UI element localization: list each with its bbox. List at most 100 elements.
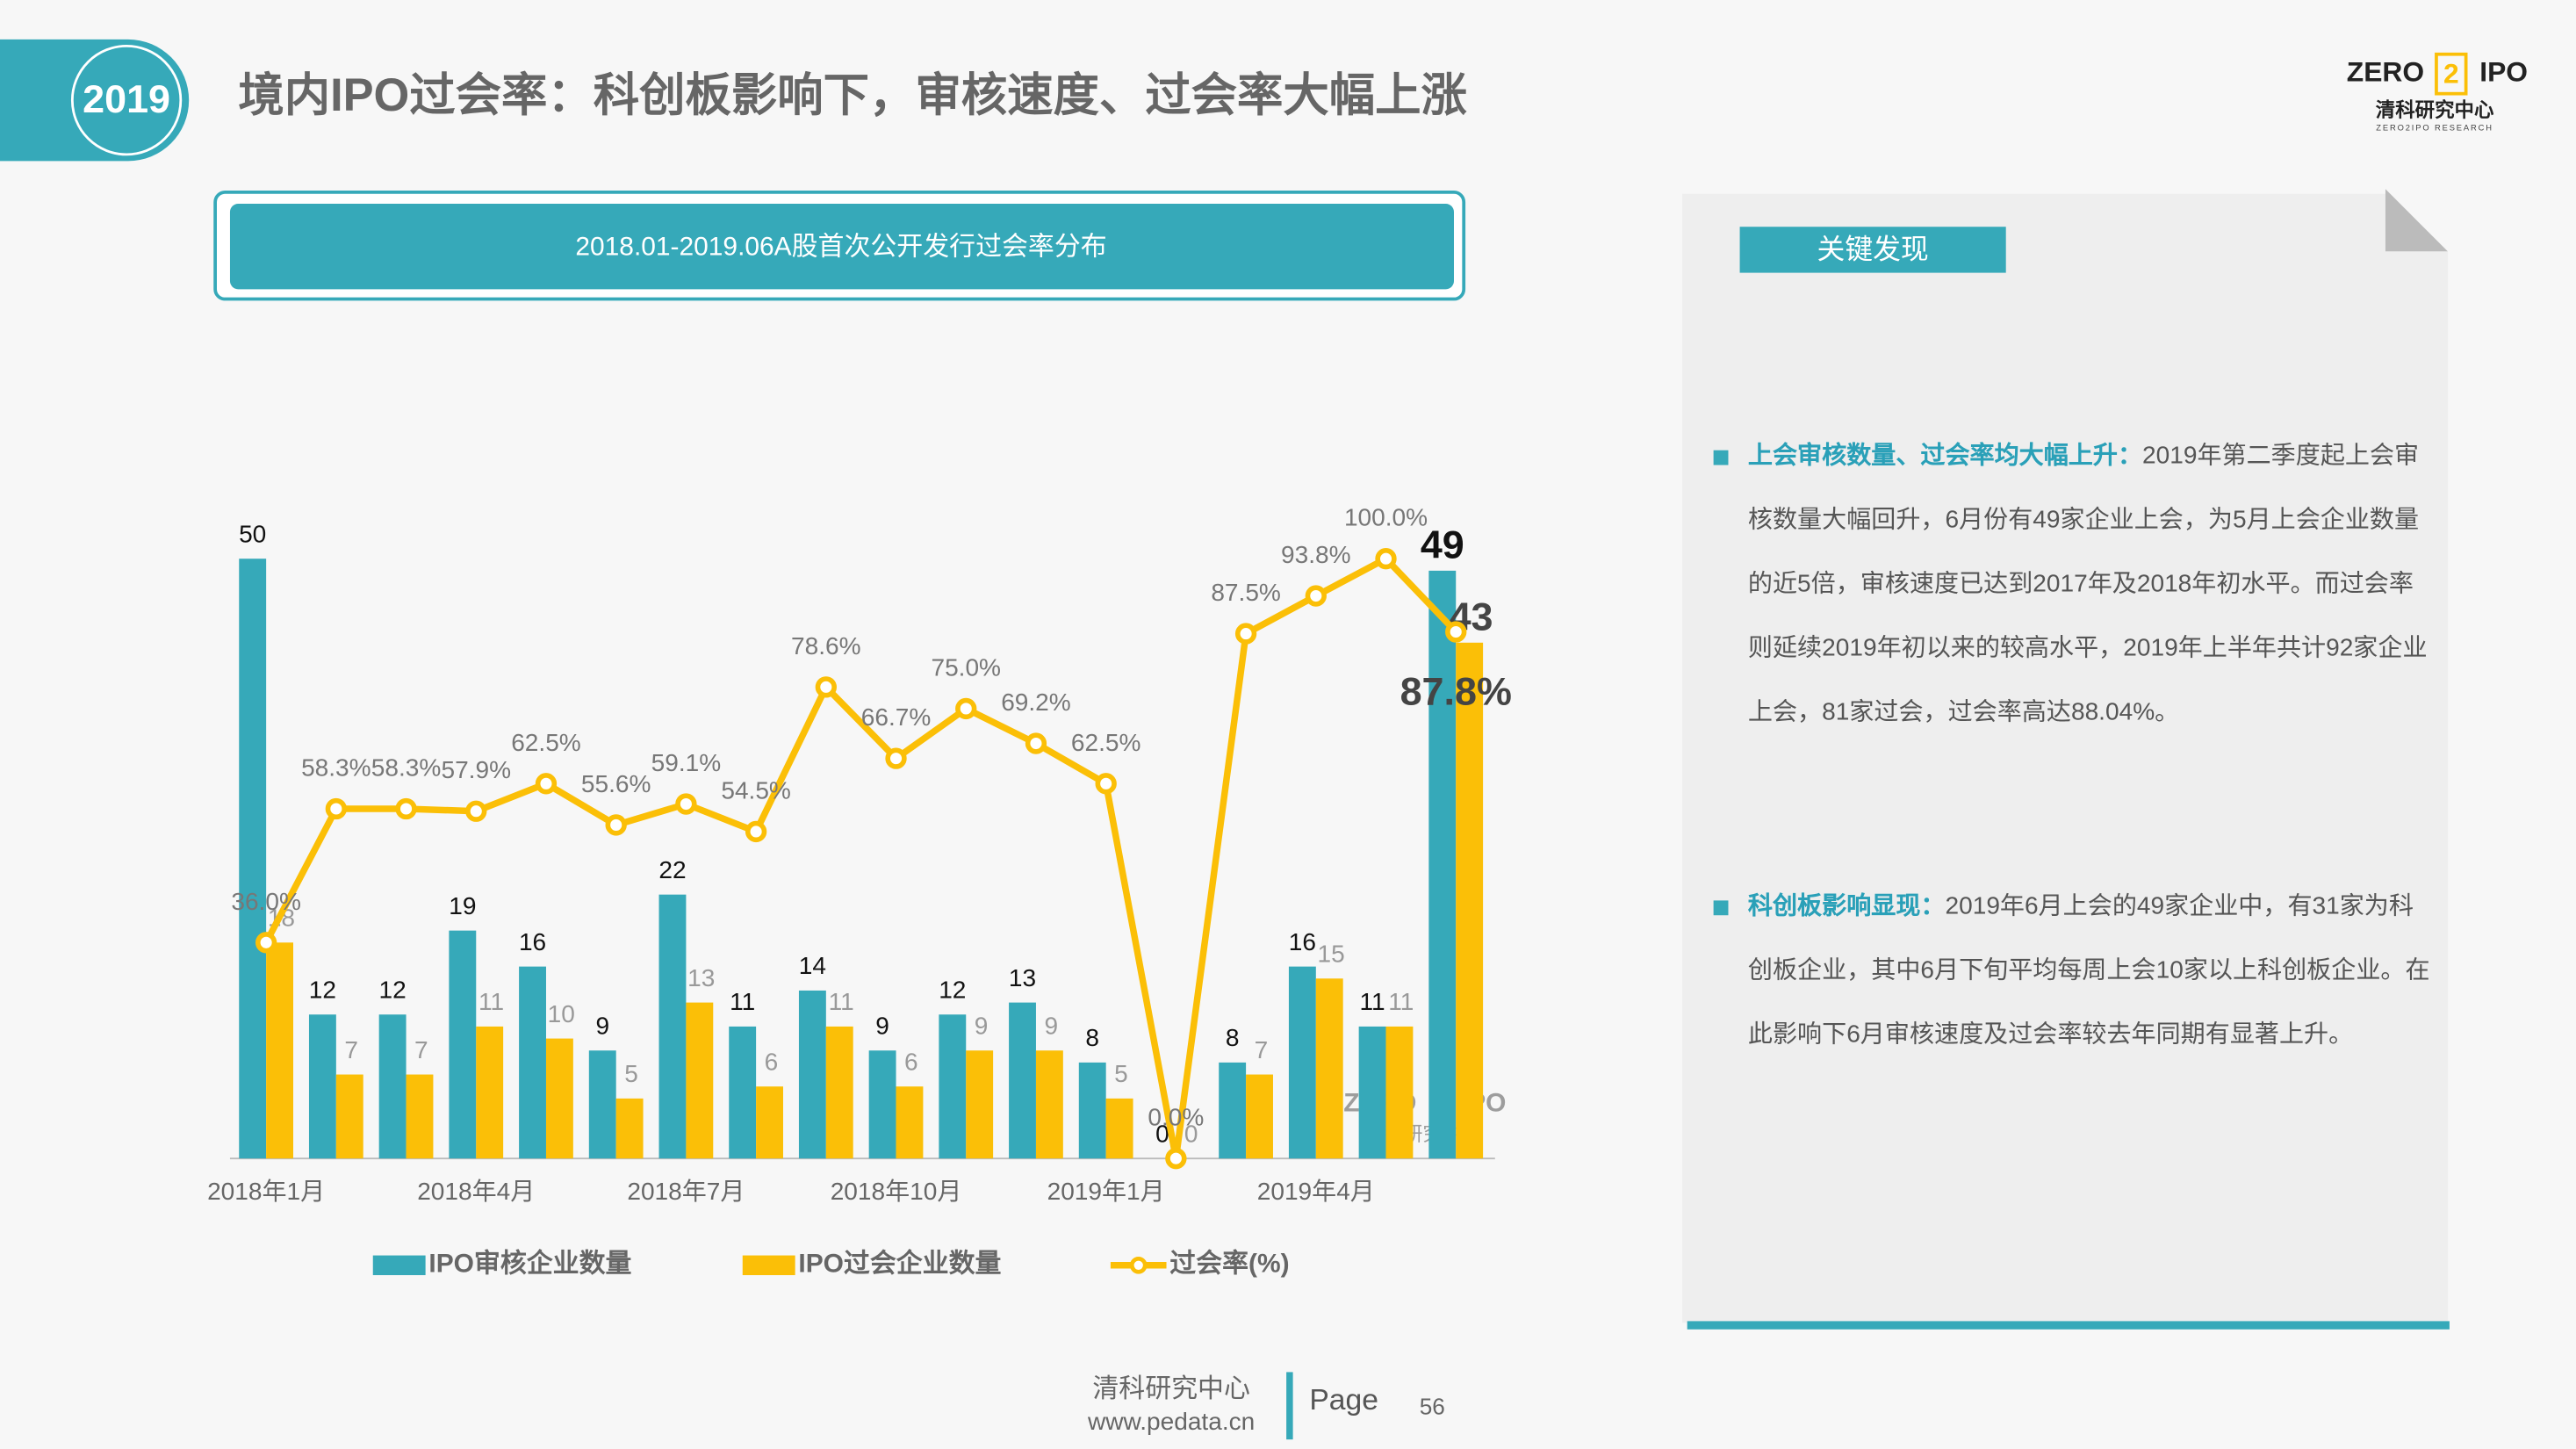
finding-lead: 科创板影响显现： — [1747, 892, 1946, 920]
rate-label: 93.8% — [1281, 541, 1351, 568]
bar — [825, 1026, 853, 1159]
legend-label: 过会率(%) — [1169, 1250, 1289, 1279]
rate-label: 100.0% — [1344, 504, 1428, 531]
logo-right: IPO — [2479, 56, 2528, 88]
rate-point — [1095, 773, 1117, 795]
bar — [1078, 1062, 1106, 1159]
rate-label: 55.6% — [581, 770, 651, 797]
rate-point — [815, 676, 837, 698]
rate-point — [605, 814, 627, 836]
bar-label: 11 — [1360, 988, 1385, 1015]
bar-label: 19 — [449, 892, 476, 919]
footer-page-label: Page — [1309, 1384, 1378, 1417]
bar-label: 7 — [414, 1036, 428, 1063]
rate-point — [675, 793, 697, 815]
logo-mid: 2 — [2443, 57, 2459, 89]
rate-point — [465, 800, 487, 822]
x-tick-label: 2019年4月 — [1257, 1178, 1375, 1205]
bar — [1385, 1026, 1414, 1159]
bar — [449, 930, 477, 1159]
logo-name: 清科研究中心 — [2376, 98, 2494, 121]
bar — [588, 1050, 616, 1159]
page-title: 境内IPO过会率：科创板影响下，审核速度、过会率大幅上涨 — [238, 70, 1467, 121]
bar-label: 11 — [730, 988, 755, 1015]
rate-label: 58.3% — [301, 753, 371, 781]
bar — [896, 1086, 924, 1159]
bar-label: 9 — [1044, 1012, 1058, 1039]
legend-swatch — [372, 1255, 426, 1276]
bar — [519, 966, 546, 1159]
bar — [1428, 570, 1457, 1159]
bar — [729, 1026, 757, 1159]
footer-page: 56 — [1420, 1394, 1445, 1420]
bar — [658, 894, 687, 1159]
bullet — [1713, 450, 1729, 465]
bar — [476, 1026, 504, 1159]
bar-label: 6 — [765, 1048, 779, 1075]
finding-lead: 上会审核数量、过会率均大幅上升： — [1747, 442, 2143, 471]
bar-label: 22 — [658, 856, 686, 883]
x-tick-label: 2018年7月 — [627, 1178, 745, 1205]
rate-label: 75.0% — [931, 653, 1001, 681]
bar — [545, 1038, 573, 1159]
logo-sub: ZERO2IPO RESEARCH — [2376, 123, 2493, 132]
bar-label: 5 — [624, 1060, 638, 1087]
bar-label: 15 — [1318, 940, 1345, 967]
bar — [1009, 1002, 1036, 1159]
footer-url: www.pedata.cn — [1087, 1408, 1255, 1435]
rate-label: 36.0% — [231, 888, 301, 915]
rate-label: 78.6% — [791, 632, 861, 660]
bar — [798, 990, 826, 1159]
bar-label: 0 — [1155, 1120, 1169, 1147]
rate-label: 54.5% — [721, 776, 791, 804]
bar — [1246, 1074, 1273, 1159]
legend-label: IPO审核企业数量 — [428, 1249, 631, 1279]
bar-label: 11 — [479, 988, 504, 1015]
logo-left: ZERO — [2347, 56, 2424, 88]
chart-title: 2018.01-2019.06A股首次公开发行过会率分布 — [575, 232, 1106, 261]
findings-title: 关键发现 — [1817, 234, 1929, 265]
bar-label: 10 — [548, 1000, 575, 1027]
finding-text: 2019年第二季度起上会审核数量大幅回升，6月份有49家企业上会，为5月上会企业… — [1747, 442, 2428, 727]
finding-text: 2019年6月上会的49家企业中，有31家为科创板企业，其中6月下旬平均每周上会… — [1747, 892, 2430, 1049]
rate-point — [955, 697, 977, 720]
bar-label: 8 — [1226, 1024, 1240, 1051]
bar-label: 8 — [1085, 1024, 1099, 1051]
bar — [406, 1074, 434, 1159]
rate-label: 87.8% — [1400, 668, 1512, 713]
bar-label: 49 — [1421, 523, 1464, 567]
badge-shape — [0, 39, 190, 162]
bar-label: 14 — [799, 952, 826, 979]
legend-label: IPO过会企业数量 — [798, 1249, 1001, 1279]
rate-point — [1234, 623, 1257, 645]
rate-label: 62.5% — [511, 729, 581, 756]
bar-label: 7 — [1255, 1036, 1269, 1063]
bar — [615, 1098, 644, 1159]
findings-title-box — [1739, 227, 2006, 273]
bar — [1105, 1098, 1133, 1159]
findings-panel — [1682, 193, 2449, 1323]
bar-label: 12 — [939, 976, 966, 1003]
rate-label: 69.2% — [1001, 688, 1071, 716]
bar — [966, 1050, 994, 1159]
bar-label: 13 — [687, 964, 715, 991]
bar-label: 11 — [1388, 988, 1414, 1015]
footer-org: 清科研究中心 — [1092, 1374, 1250, 1403]
rate-label: 87.5% — [1211, 579, 1281, 606]
chart-title-box — [229, 204, 1454, 290]
bar-label: 9 — [975, 1012, 989, 1039]
logo-box — [2435, 52, 2468, 96]
rate-point — [885, 747, 907, 769]
rate-point — [325, 797, 348, 820]
panel-underline — [1687, 1321, 2450, 1330]
bar-label: 0 — [1184, 1120, 1198, 1147]
legend-swatch — [742, 1255, 795, 1276]
rate-label: 0.0% — [1148, 1104, 1204, 1131]
bar-label: 9 — [595, 1012, 609, 1039]
bar-label: 5 — [1114, 1060, 1128, 1087]
rate-label: 57.9% — [441, 756, 511, 783]
x-tick-label: 2018年4月 — [417, 1178, 535, 1205]
bar — [1315, 978, 1343, 1159]
